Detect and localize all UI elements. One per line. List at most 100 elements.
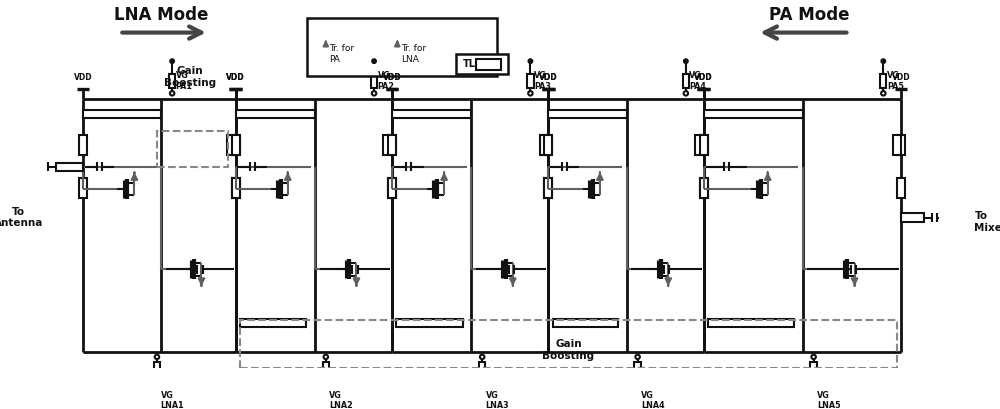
- Bar: [307, 18, 497, 76]
- Text: To
Mixer: To Mixer: [974, 211, 1000, 233]
- Bar: [232, 135, 240, 155]
- Text: PA Mode: PA Mode: [769, 6, 849, 24]
- Circle shape: [684, 59, 688, 63]
- Circle shape: [528, 91, 533, 96]
- Bar: [56, 162, 83, 171]
- Circle shape: [881, 59, 886, 63]
- Bar: [388, 135, 396, 155]
- Circle shape: [528, 59, 533, 63]
- Text: VG
LNA3: VG LNA3: [486, 391, 509, 409]
- Bar: [700, 135, 708, 155]
- Bar: [79, 135, 87, 155]
- Bar: [396, 319, 463, 327]
- Bar: [897, 178, 905, 198]
- Bar: [157, 131, 228, 166]
- Bar: [708, 319, 794, 327]
- Circle shape: [635, 355, 640, 359]
- Circle shape: [372, 59, 376, 63]
- Bar: [371, 74, 377, 88]
- Text: VG
LNA2: VG LNA2: [329, 391, 353, 409]
- Circle shape: [170, 59, 174, 63]
- Circle shape: [372, 91, 376, 96]
- Text: VDD: VDD: [226, 73, 245, 82]
- Circle shape: [684, 91, 688, 96]
- Bar: [700, 135, 708, 155]
- Text: LNA Mode: LNA Mode: [114, 6, 209, 24]
- Text: VDD: VDD: [383, 73, 401, 82]
- Text: VG
PA1: VG PA1: [176, 71, 193, 90]
- Bar: [548, 110, 627, 118]
- Text: VG
PA4: VG PA4: [689, 71, 706, 90]
- Bar: [456, 54, 508, 74]
- Text: Tr. for
LNA: Tr. for LNA: [401, 44, 426, 64]
- Text: TL: TL: [463, 59, 476, 69]
- Bar: [527, 74, 534, 88]
- Bar: [540, 135, 548, 155]
- Text: VG
PA2: VG PA2: [378, 71, 395, 90]
- Bar: [901, 213, 924, 222]
- Bar: [388, 135, 396, 155]
- Bar: [893, 135, 901, 155]
- Bar: [392, 110, 471, 118]
- Text: VDD: VDD: [892, 73, 910, 82]
- Text: Gain
Boosting: Gain Boosting: [164, 66, 216, 88]
- Bar: [544, 178, 552, 198]
- Text: VDD: VDD: [694, 73, 713, 82]
- Bar: [810, 362, 817, 376]
- Bar: [232, 178, 240, 198]
- Bar: [880, 74, 886, 88]
- Bar: [553, 319, 618, 327]
- Circle shape: [811, 355, 816, 359]
- Bar: [479, 362, 485, 376]
- Bar: [383, 135, 391, 155]
- Circle shape: [811, 389, 816, 394]
- Text: VDD: VDD: [694, 73, 713, 82]
- Bar: [169, 74, 175, 88]
- Bar: [544, 135, 552, 155]
- Text: VG
PA5: VG PA5: [887, 71, 904, 90]
- Bar: [476, 59, 501, 70]
- Circle shape: [480, 355, 484, 359]
- Circle shape: [324, 355, 328, 359]
- Bar: [544, 178, 552, 198]
- Text: VDD: VDD: [539, 73, 558, 82]
- Bar: [240, 319, 306, 327]
- Text: VG
LNA5: VG LNA5: [817, 391, 841, 409]
- Text: VDD: VDD: [226, 73, 245, 82]
- Bar: [227, 135, 235, 155]
- Circle shape: [324, 389, 328, 394]
- Bar: [700, 178, 708, 198]
- Text: VDD: VDD: [539, 73, 558, 82]
- Circle shape: [480, 389, 484, 394]
- Circle shape: [155, 355, 159, 359]
- Bar: [232, 178, 240, 198]
- Bar: [323, 362, 329, 376]
- Text: VDD: VDD: [383, 73, 401, 82]
- Bar: [388, 178, 396, 198]
- Bar: [236, 110, 315, 118]
- Bar: [232, 135, 240, 155]
- Bar: [683, 74, 689, 88]
- Bar: [79, 178, 87, 198]
- Bar: [240, 320, 897, 368]
- Circle shape: [881, 91, 886, 96]
- Text: VG
LNA1: VG LNA1: [161, 391, 184, 409]
- Circle shape: [155, 389, 159, 394]
- Bar: [544, 135, 552, 155]
- Text: VG
PA3: VG PA3: [534, 71, 551, 90]
- Bar: [700, 178, 708, 198]
- Text: Tr. for
PA: Tr. for PA: [329, 44, 355, 64]
- Circle shape: [16, 164, 21, 169]
- Circle shape: [170, 91, 174, 96]
- Circle shape: [635, 389, 640, 394]
- Bar: [634, 362, 641, 376]
- Bar: [154, 362, 160, 376]
- Text: VDD: VDD: [73, 73, 92, 82]
- Text: VG
LNA4: VG LNA4: [641, 391, 665, 409]
- Bar: [695, 135, 703, 155]
- Circle shape: [960, 215, 964, 220]
- Bar: [704, 110, 803, 118]
- Bar: [897, 135, 905, 155]
- Bar: [388, 178, 396, 198]
- Text: To
Antenna: To Antenna: [0, 207, 43, 228]
